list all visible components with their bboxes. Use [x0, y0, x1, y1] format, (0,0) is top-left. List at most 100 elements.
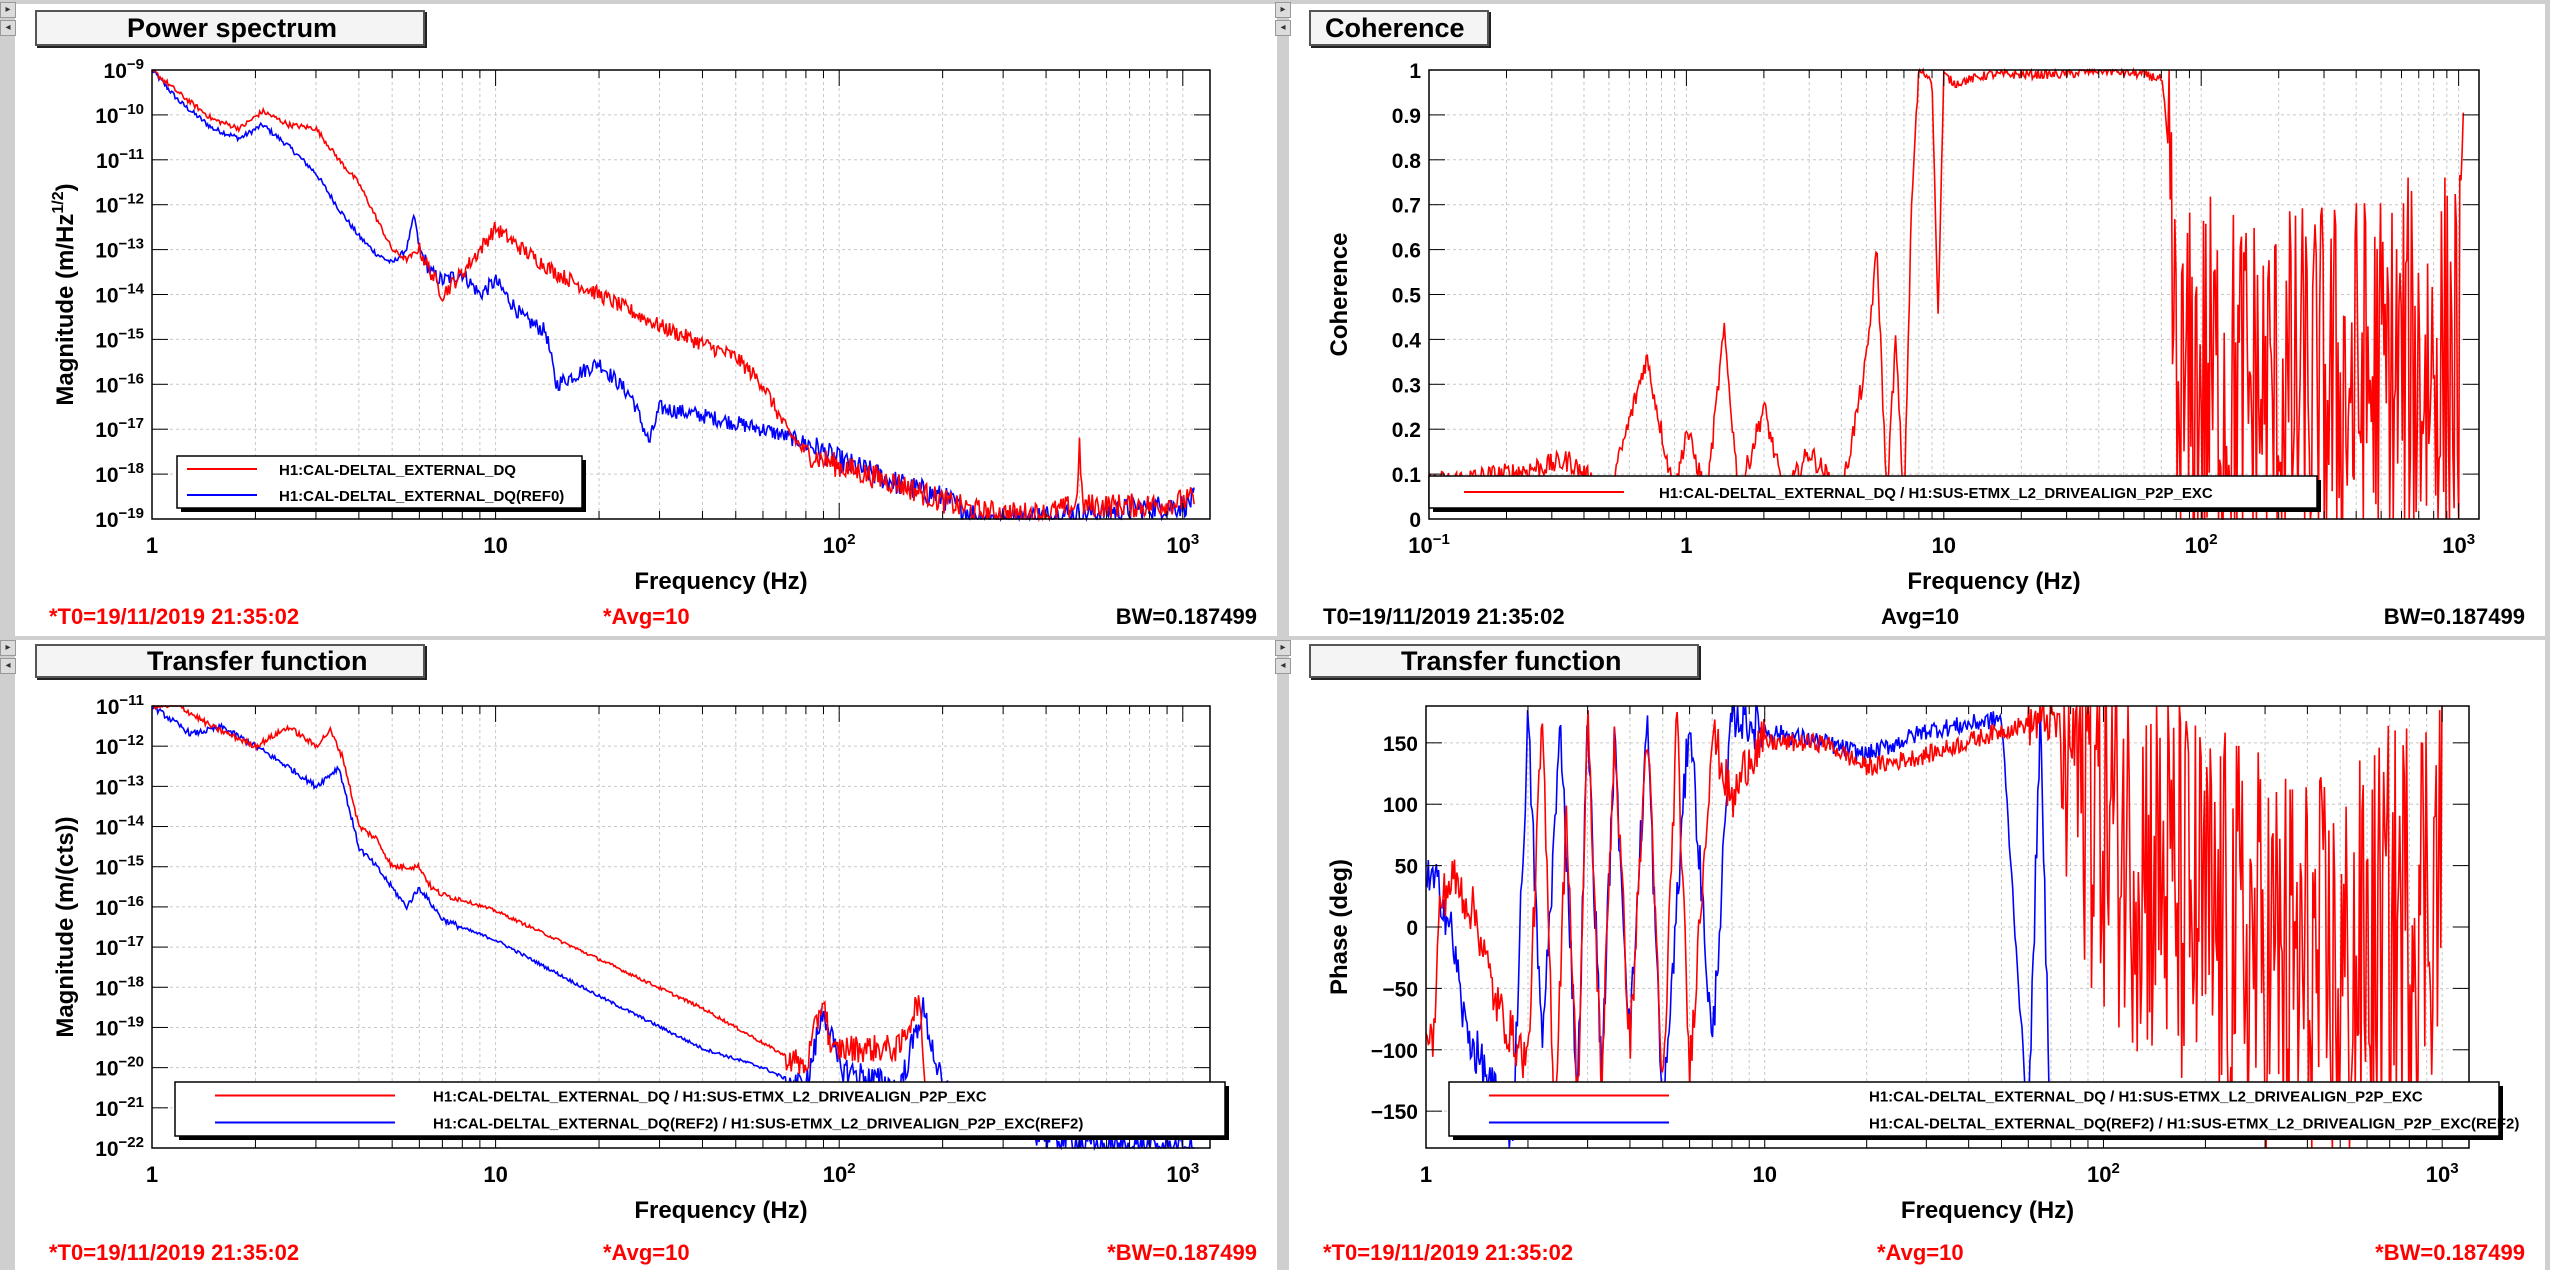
legend: H1:CAL-DELTAL_EXTERNAL_DQ / H1:SUS-ETMX_…: [1428, 475, 2321, 512]
footer-t0: *T0=19/11/2019 21:35:02: [1323, 1240, 1574, 1265]
x-axis-label: Frequency (Hz): [1907, 568, 2080, 595]
x-ticks: [1428, 70, 2460, 519]
x-tick-label: 10−1: [1408, 531, 1450, 558]
y-tick-label: 10−18: [95, 973, 144, 1000]
y-tick-label: −150: [1371, 1101, 1418, 1124]
y-tick-label: 10−17: [95, 415, 144, 442]
footer-bw: BW=0.187499: [2383, 604, 2525, 629]
legend-entry: H1:CAL-DELTAL_EXTERNAL_DQ(REF0): [279, 488, 564, 505]
legend-entry: H1:CAL-DELTAL_EXTERNAL_DQ / H1:SUS-ETMX_…: [1869, 1089, 2423, 1106]
pad-collapse-button[interactable]: ◂: [1275, 658, 1291, 674]
y-tick-label: 10−16: [95, 370, 144, 397]
y-tick-label: 0.8: [1392, 150, 1422, 173]
series-line-red: [151, 68, 1195, 523]
footer-t0: *T0=19/11/2019 21:35:02: [49, 604, 300, 629]
y-tick-label: 1: [1409, 60, 1421, 83]
panel-title: Transfer function: [35, 644, 425, 678]
y-tick-label: 0.4: [1392, 329, 1422, 352]
x-tick-label: 103: [1166, 531, 1199, 558]
x-tick-label: 1: [146, 533, 158, 558]
x-tick-label: 10: [1932, 533, 1956, 558]
y-tick-label: 10−16: [95, 893, 144, 920]
y-tick-label: 0.9: [1392, 105, 1421, 128]
y-tick-label: 0.1: [1392, 464, 1422, 487]
footer-bw: BW=0.187499: [1115, 604, 1257, 629]
power-spectrum-plot: 1 10 102 103 10−9 10−10 10−11 10−12 10−13 10−14 10…: [50, 56, 1211, 595]
x-tick-label: 1: [146, 1162, 158, 1187]
pad-collapse-button[interactable]: ◂: [0, 658, 16, 674]
pad-expand-button[interactable]: ▸: [1275, 640, 1291, 656]
y-tick-label: 0.7: [1392, 195, 1421, 218]
y-tick-label: 50: [1395, 856, 1418, 879]
footer-avg: *Avg=10: [603, 604, 690, 629]
x-tick-label: 102: [823, 531, 856, 558]
pad-collapse-button[interactable]: ◂: [1275, 20, 1291, 36]
y-axis-label: Coherence: [1326, 232, 1353, 356]
legend: H1:CAL-DELTAL_EXTERNAL_DQ / H1:SUS-ETMX_…: [1448, 1081, 2519, 1140]
y-tick-label: 10−9: [104, 56, 144, 83]
y-tick-label: 0: [1409, 509, 1421, 532]
y-tick-label: 0: [1406, 917, 1418, 940]
series-line-blue: [1425, 705, 2052, 1149]
y-tick-label: 10−19: [95, 505, 144, 532]
pad-collapse-button[interactable]: ◂: [0, 20, 16, 36]
series-line-red: [152, 704, 1195, 1124]
series-line-blue: [151, 69, 1195, 523]
x-tick-label: 10: [1752, 1162, 1776, 1187]
x-tick-label: 103: [1166, 1160, 1199, 1187]
x-ticks: [151, 70, 1184, 519]
series-line-red: [1425, 705, 2443, 1149]
y-tick-label: 10−11: [96, 692, 144, 719]
y-axis-label: Magnitude (m/Hz1/2): [50, 183, 79, 405]
x-axis-label: Frequency (Hz): [634, 568, 807, 595]
y-tick-label: 10−13: [95, 772, 144, 799]
y-tick-label: 0.2: [1392, 419, 1421, 442]
y-tick-label: −50: [1382, 978, 1418, 1001]
legend-entry: H1:CAL-DELTAL_EXTERNAL_DQ: [279, 462, 516, 479]
y-tick-label: 100: [1383, 794, 1418, 817]
x-tick-label: 102: [2087, 1160, 2120, 1187]
y-tick-label: 150: [1383, 733, 1418, 756]
coherence-plot: 10−1 1 10 102 103 1 0.9 0.8 0.7 0.6 0.5 0.4 0.3 0.2 0.…: [1326, 60, 2480, 595]
footer-bw: *BW=0.187499: [2375, 1240, 2525, 1265]
footer-avg: *Avg=10: [1877, 1240, 1964, 1265]
x-tick-label: 103: [2426, 1160, 2459, 1187]
y-axis-label: Magnitude (m/(cts)): [52, 816, 79, 1037]
transfer-function-magnitude-panel: 1 10 102 103 10−11 10−12 10−13 10−14 10−15 10−16 1…: [15, 640, 1277, 1270]
footer-avg: *Avg=10: [603, 1240, 690, 1265]
footer-t0: *T0=19/11/2019 21:35:02: [49, 1240, 300, 1265]
pad-expand-button[interactable]: ▸: [0, 2, 16, 18]
panel-title: Transfer function: [1309, 644, 1699, 678]
x-tick-label: 10: [483, 533, 507, 558]
transfer-function-phase-panel: 1 10 102 103 150 100 50 0 −50 −100 −150 Frequency (…: [1289, 640, 2545, 1270]
y-tick-label: 10−12: [95, 191, 144, 218]
y-tick-label: 10−21: [95, 1094, 144, 1121]
y-tick-label: 10−10: [95, 101, 144, 128]
transfer-magnitude-plot: 1 10 102 103 10−11 10−12 10−13 10−14 10−15 10−16 1…: [52, 692, 1229, 1224]
y-axis-label: Phase (deg): [1326, 859, 1353, 995]
y-tick-label: 10−15: [95, 325, 144, 352]
y-tick-label: 0.5: [1392, 285, 1422, 308]
y-tick-label: 10−17: [95, 933, 144, 960]
footer-t0: T0=19/11/2019 21:35:02: [1323, 604, 1565, 629]
y-tick-label: 10−22: [95, 1134, 144, 1161]
pad-expand-button[interactable]: ▸: [1275, 2, 1291, 18]
y-tick-label: 10−12: [95, 732, 144, 759]
footer-avg: Avg=10: [1881, 604, 1960, 629]
legend: H1:CAL-DELTAL_EXTERNAL_DQ H1:CAL-DELTAL_E…: [176, 455, 586, 512]
power-spectrum-panel: 1 10 102 103 10−9 10−10 10−11 10−12 10−13 10−14 10…: [15, 4, 1277, 636]
y-tick-label: 10−11: [96, 146, 144, 173]
y-tick-label: 10−14: [95, 281, 144, 308]
legend: H1:CAL-DELTAL_EXTERNAL_DQ / H1:SUS-ETMX_…: [174, 1081, 1229, 1140]
transfer-phase-plot: 1 10 102 103 150 100 50 0 −50 −100 −150 Frequency (…: [1326, 705, 2519, 1224]
y-tick-label: 0.6: [1392, 240, 1421, 263]
x-tick-label: 102: [2185, 531, 2218, 558]
pad-expand-button[interactable]: ▸: [0, 640, 16, 656]
y-tick-label: 10−20: [95, 1054, 144, 1081]
x-axis-label: Frequency (Hz): [634, 1197, 807, 1224]
x-tick-label: 1: [1680, 533, 1692, 558]
legend-entry: H1:CAL-DELTAL_EXTERNAL_DQ(REF2) / H1:SUS…: [433, 1116, 1083, 1133]
grid: [151, 69, 1210, 520]
footer-bw: *BW=0.187499: [1107, 1240, 1257, 1265]
